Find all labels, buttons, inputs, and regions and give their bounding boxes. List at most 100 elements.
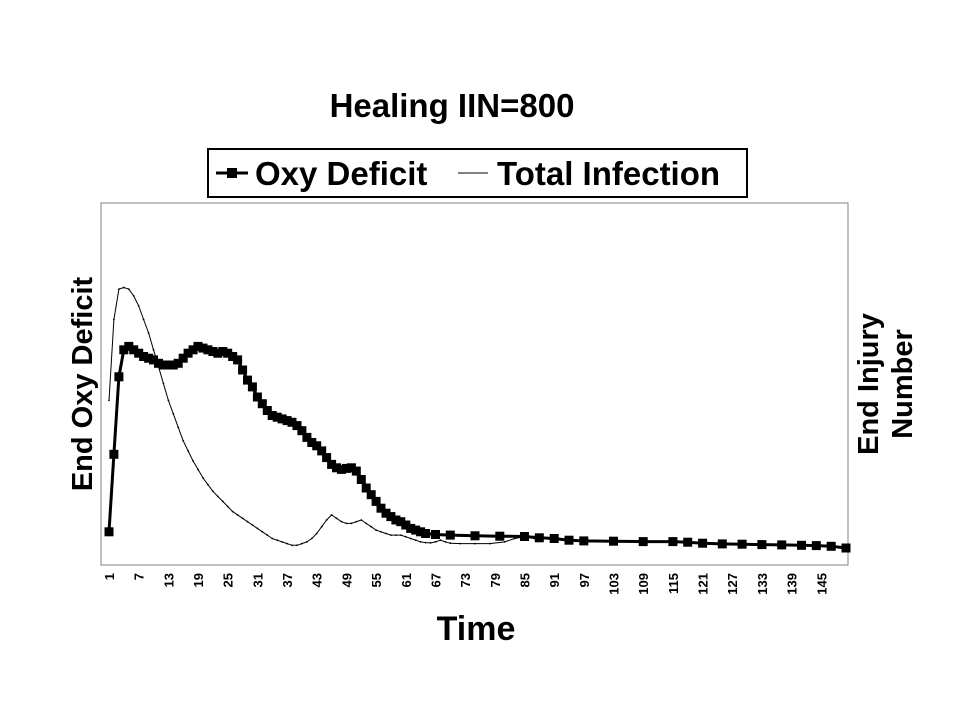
data-point-oxy-deficit-59	[396, 517, 406, 527]
data-point-total-infection-30	[256, 527, 259, 530]
data-point-oxy-deficit-32	[262, 406, 272, 415]
data-point-oxy-deficit-42	[312, 441, 322, 451]
data-point-oxy-deficit-0	[104, 527, 114, 537]
data-point-oxy-deficit-11	[158, 360, 168, 370]
x-tick-label: 49	[339, 573, 354, 587]
data-point-oxy-deficit-26	[233, 355, 243, 365]
data-point-total-infection-7	[142, 318, 145, 321]
data-point-oxy-deficit-85	[826, 541, 836, 551]
plot-area	[100, 202, 849, 566]
data-point-oxy-deficit-49	[346, 463, 356, 473]
data-point-oxy-deficit-35	[277, 414, 287, 424]
data-point-oxy-deficit-29	[247, 382, 257, 392]
legend-label-total-infection: Total Infection	[497, 155, 720, 192]
data-point-total-infection-57	[390, 534, 392, 536]
data-point-total-infection-34	[276, 539, 279, 542]
data-point-total-infection-76	[533, 537, 536, 540]
data-point-oxy-deficit-53	[366, 490, 376, 500]
data-point-oxy-deficit-6	[134, 348, 144, 358]
data-point-total-infection-44	[325, 519, 328, 521]
data-point-oxy-deficit-83	[797, 540, 806, 550]
data-point-total-infection-55	[380, 530, 382, 533]
data-point-oxy-deficit-70	[534, 533, 544, 543]
data-point-oxy-deficit-81	[757, 540, 767, 550]
x-tick-label: 25	[221, 573, 236, 587]
data-point-oxy-deficit-9	[149, 355, 158, 365]
data-point-total-infection-22	[216, 495, 219, 498]
data-point-total-infection-45	[330, 514, 333, 516]
data-point-total-infection-58	[395, 534, 397, 536]
data-point-oxy-deficit-82	[777, 540, 787, 550]
data-point-oxy-deficit-30	[252, 392, 262, 402]
data-point-oxy-deficit-71	[549, 534, 559, 543]
series-line-oxy-deficit	[107, 344, 847, 550]
data-point-oxy-deficit-1	[109, 449, 119, 459]
data-point-total-infection-62	[414, 539, 417, 542]
data-point-oxy-deficit-61	[406, 523, 416, 533]
data-point-total-infection-31	[261, 530, 264, 533]
data-point-oxy-deficit-58	[391, 515, 401, 525]
data-point-oxy-deficit-50	[351, 466, 361, 476]
data-point-total-infection-36	[286, 542, 288, 545]
x-tick-label: 37	[280, 573, 295, 587]
data-point-oxy-deficit-47	[337, 464, 346, 474]
data-point-oxy-deficit-52	[361, 483, 371, 493]
data-point-total-infection-28	[246, 520, 249, 523]
data-point-oxy-deficit-15	[178, 353, 188, 363]
data-point-oxy-deficit-51	[356, 475, 366, 484]
data-point-total-infection-69	[449, 542, 452, 545]
x-tick-label: 133	[755, 573, 770, 595]
data-point-oxy-deficit-72	[564, 535, 574, 545]
data-point-total-infection-66	[434, 541, 437, 543]
data-point-oxy-deficit-33	[267, 411, 277, 420]
data-point-total-infection-11	[162, 382, 165, 385]
x-tick-label: 73	[458, 573, 473, 587]
data-point-oxy-deficit-8	[144, 353, 154, 363]
y2-axis-title-line1: End Injury	[853, 313, 885, 455]
x-tick-label: 43	[310, 573, 325, 587]
data-point-oxy-deficit-57	[386, 512, 396, 522]
data-point-total-infection-73	[503, 541, 506, 543]
data-point-oxy-deficit-86	[841, 543, 851, 553]
data-point-oxy-deficit-5	[129, 345, 139, 355]
data-point-total-infection-35	[281, 541, 283, 543]
data-point-total-infection-2	[118, 288, 120, 290]
data-point-oxy-deficit-55	[376, 503, 386, 513]
data-point-oxy-deficit-54	[371, 496, 381, 506]
data-point-oxy-deficit-17	[188, 345, 198, 355]
data-point-oxy-deficit-40	[302, 432, 312, 442]
data-point-oxy-deficit-28	[243, 375, 252, 385]
data-point-total-infection-27	[241, 517, 244, 520]
data-point-total-infection-8	[147, 332, 150, 334]
data-point-total-infection-59	[399, 534, 402, 536]
data-point-total-infection-67	[439, 539, 442, 542]
legend-label-oxy-deficit: Oxy Deficit	[255, 155, 427, 192]
x-tick-label: 97	[577, 573, 592, 587]
data-point-oxy-deficit-12	[163, 360, 173, 370]
series-oxy-deficit	[104, 341, 851, 553]
data-point-total-infection-49	[350, 522, 353, 525]
data-point-total-infection-14	[177, 426, 180, 429]
data-point-oxy-deficit-7	[139, 352, 149, 361]
data-point-total-infection-56	[385, 532, 387, 535]
data-point-oxy-deficit-64	[421, 529, 431, 538]
x-tick-label: 7	[132, 573, 147, 580]
data-point-oxy-deficit-41	[307, 438, 317, 447]
data-point-total-infection-9	[152, 348, 155, 351]
data-point-total-infection-61	[409, 537, 412, 540]
data-point-oxy-deficit-76	[668, 537, 678, 547]
data-point-total-infection-75	[523, 535, 526, 538]
data-point-oxy-deficit-63	[416, 527, 426, 537]
data-point-oxy-deficit-44	[322, 453, 332, 463]
data-point-oxy-deficit-4	[124, 341, 134, 351]
data-point-total-infection-77	[538, 539, 541, 542]
x-tick-label: 79	[488, 573, 503, 587]
data-point-total-infection-64	[424, 541, 427, 544]
data-point-total-infection-1	[113, 318, 115, 321]
data-point-oxy-deficit-25	[228, 352, 238, 361]
data-point-oxy-deficit-67	[470, 531, 480, 541]
data-point-oxy-deficit-38	[292, 421, 302, 431]
series-line-total-infection	[108, 287, 540, 546]
data-point-total-infection-10	[157, 365, 160, 368]
